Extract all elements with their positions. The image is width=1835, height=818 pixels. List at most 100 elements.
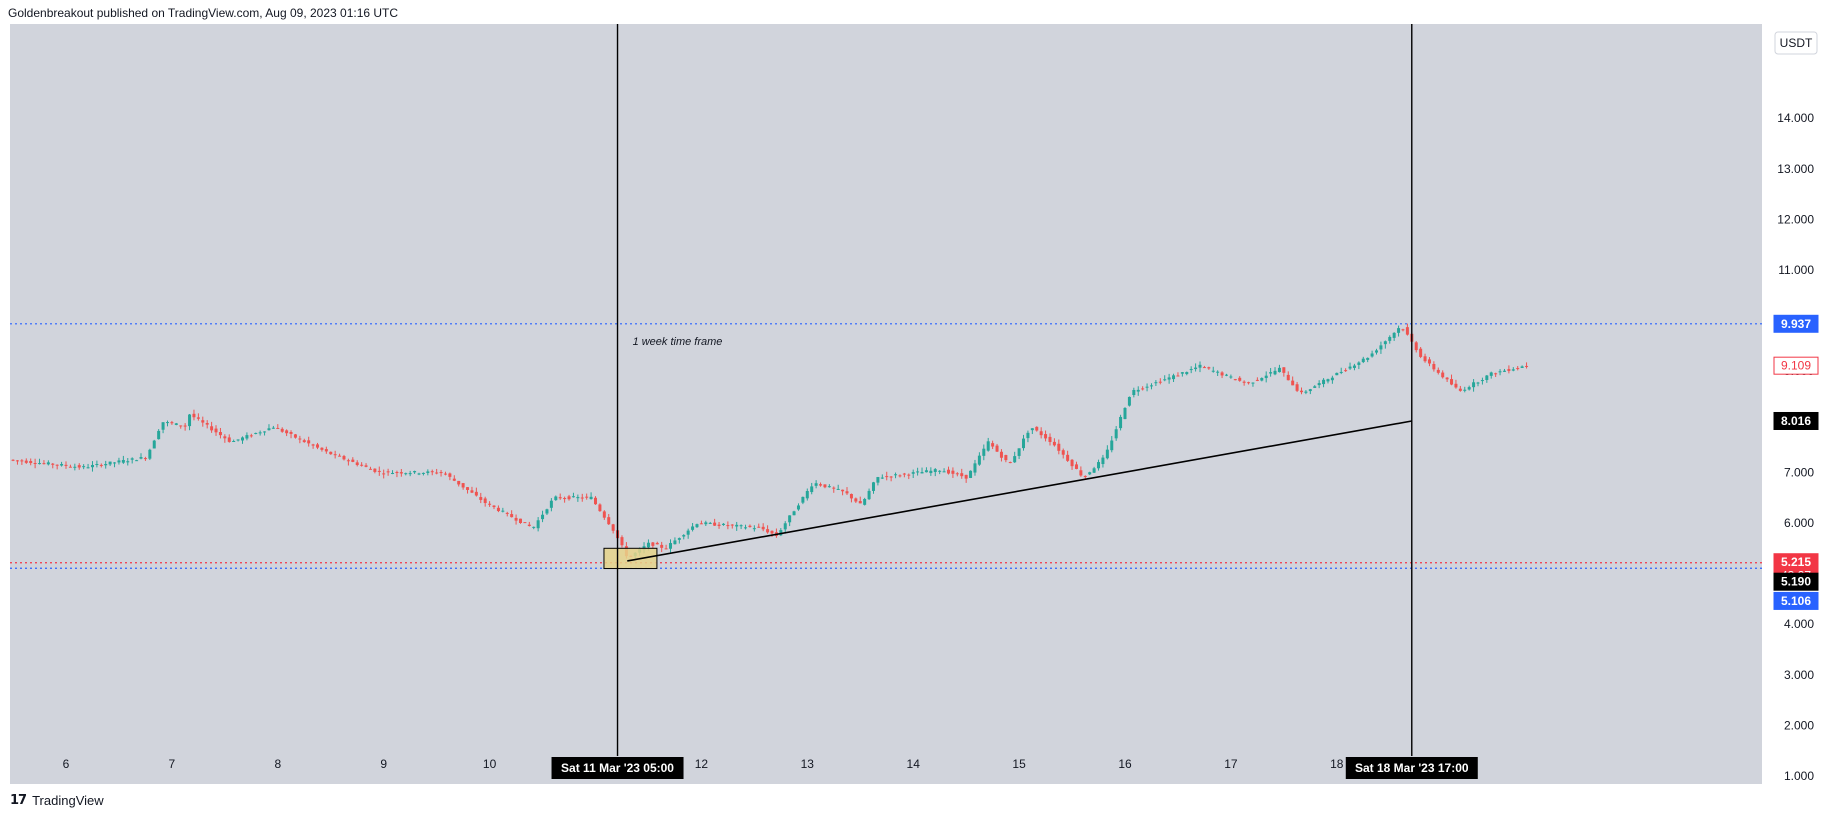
tradingview-footer[interactable]: 17 TradingView: [10, 793, 104, 808]
candle-body-315: [1401, 329, 1405, 331]
candle-body-56: [258, 432, 262, 434]
candle-body-323: [1436, 369, 1440, 373]
price-tag-3: 5.215: [1781, 555, 1811, 569]
candle-body-333: [1480, 380, 1484, 382]
candle-body-31: [148, 449, 152, 459]
candle-body-163: [730, 524, 734, 526]
candle-body-206: [920, 472, 924, 474]
annotation-0[interactable]: 1 week time frame: [633, 336, 723, 348]
candle-body-62: [285, 430, 289, 434]
candle-body-114: [514, 517, 518, 521]
candle-body-130: [585, 496, 589, 498]
candle-body-328: [1458, 388, 1462, 391]
candle-body-177: [792, 511, 796, 516]
candle-body-134: [602, 511, 606, 518]
candle-body-261: [1163, 379, 1167, 381]
price-tag-5: 5.106: [1781, 594, 1811, 608]
price-tick-5: 6.000: [1784, 516, 1814, 530]
candle-body-268: [1194, 367, 1198, 370]
candle-body-286: [1273, 370, 1277, 375]
candle-body-147: [660, 544, 664, 548]
candle-body-184: [823, 484, 827, 488]
candle-body-92: [417, 473, 421, 475]
candle-body-182: [814, 483, 818, 486]
candle-body-37: [174, 423, 178, 425]
candle-body-129: [580, 497, 584, 499]
candle-body-161: [721, 523, 725, 525]
candle-body-63: [289, 432, 293, 434]
candle-body-91: [413, 471, 417, 473]
candle-body-174: [779, 530, 783, 536]
time-tick-11: 18: [1330, 757, 1344, 771]
candle-body-105: [474, 491, 478, 496]
candle-body-168: [752, 528, 756, 530]
candle-body-199: [889, 476, 893, 478]
candle-body-271: [1207, 367, 1211, 369]
candle-body-118: [532, 526, 536, 528]
candle-body-158: [708, 522, 712, 524]
candle-body-214: [955, 473, 959, 475]
price-tick-12: 13.000: [1777, 162, 1814, 176]
candle-body-185: [827, 486, 831, 488]
candle-body-57: [263, 431, 267, 433]
time-axis[interactable]: 6 7 8 9 10 12 13 14 15 16 17 18 Sat 11 Mar '23 05:00…: [63, 757, 1478, 779]
candle-body-104: [470, 490, 474, 493]
currency-button[interactable]: USDT: [1774, 31, 1818, 55]
candle-body-267: [1189, 369, 1193, 371]
candle-body-162: [726, 525, 730, 527]
candle-body-340: [1511, 369, 1515, 371]
candle-body-122: [549, 500, 553, 508]
candle-body-112: [505, 512, 509, 514]
candle-body-24: [117, 460, 121, 463]
candle-body-43: [201, 420, 205, 423]
candle-body-297: [1322, 379, 1326, 385]
trendline[interactable]: [627, 420, 1412, 562]
candle-body-327: [1454, 383, 1458, 388]
candle-body-36: [170, 422, 174, 424]
candle-body-145: [651, 542, 655, 546]
candle-body-84: [382, 473, 386, 475]
publisher-line: Goldenbreakout published on TradingView.…: [8, 6, 399, 20]
candle-body-246: [1097, 462, 1101, 469]
candle-body-101: [457, 480, 461, 485]
candle-body-321: [1427, 359, 1431, 364]
candle-body-69: [316, 444, 320, 448]
candle-body-231: [1030, 428, 1034, 431]
candle-body-115: [518, 518, 522, 523]
candle-body-172: [770, 530, 774, 534]
candle-body-302: [1344, 370, 1348, 372]
candle-body-281: [1251, 382, 1255, 384]
candle-body-51: [236, 439, 240, 441]
candle-body-110: [496, 507, 500, 512]
price-tag-bg-1: [1773, 356, 1819, 375]
candle-body-330: [1467, 387, 1471, 390]
candle-body-81: [368, 468, 372, 470]
candle-body-87: [395, 472, 399, 474]
candle-body-35: [165, 422, 169, 424]
candle-body-77: [351, 459, 355, 462]
candle-body-226: [1008, 462, 1012, 464]
candle-body-293: [1304, 391, 1308, 393]
candle-body-270: [1202, 367, 1206, 369]
candle-body-239: [1066, 454, 1070, 461]
candle-body-74: [338, 455, 342, 457]
time-marker-label-bg-1: [1345, 757, 1478, 779]
candle-body-93: [421, 472, 425, 474]
candle-body-159: [713, 522, 717, 526]
candle-body-265: [1180, 372, 1184, 374]
candle-body-73: [333, 454, 337, 456]
candle-body-28: [135, 460, 139, 462]
candle-body-178: [796, 505, 800, 510]
candle-body-157: [704, 522, 708, 525]
candle-body-72: [329, 451, 333, 455]
candle-body-30: [143, 458, 147, 460]
candle-body-125: [563, 498, 567, 500]
candle-body-1: [15, 460, 19, 462]
price-tick-10: 11.000: [1778, 263, 1814, 277]
candle-body-78: [355, 462, 359, 466]
candle-body-120: [541, 514, 545, 520]
candle-body-89: [404, 473, 408, 475]
candle-body-194: [867, 490, 871, 500]
support-zone[interactable]: [603, 547, 658, 570]
